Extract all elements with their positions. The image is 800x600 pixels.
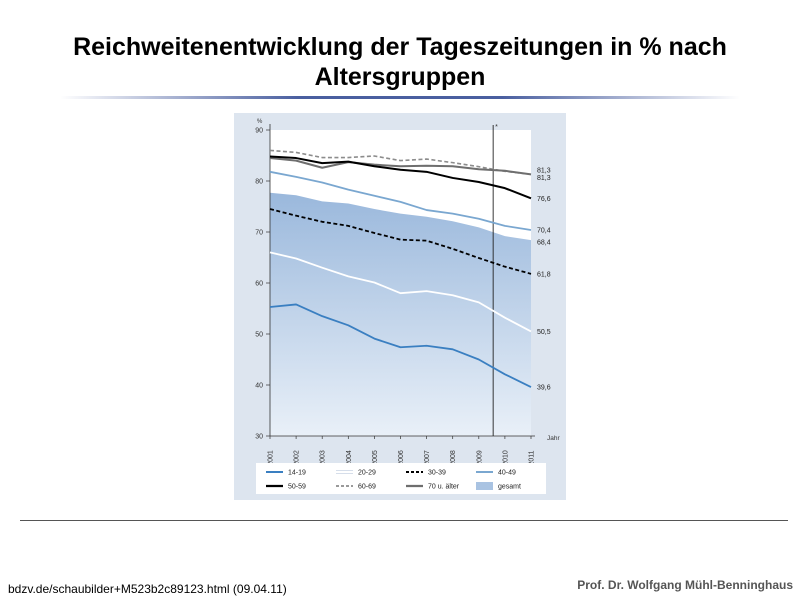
x-tick-label: 2003 <box>320 450 327 466</box>
legend-box <box>256 463 546 494</box>
source-citation: bdzv.de/schaubilder+M523b2c89123.html (0… <box>8 582 287 596</box>
end-value-label: 39,6 <box>537 385 551 392</box>
legend-label: 40-49 <box>498 470 516 477</box>
author-credit: Prof. Dr. Wolfgang Mühl-Benninghaus <box>577 578 793 592</box>
x-tick-label: 2010 <box>502 450 509 466</box>
x-tick-label: 2005 <box>372 450 379 466</box>
series-line-30-39 <box>269 208 532 275</box>
series-area-gesamt <box>270 192 531 436</box>
x-tick-label: 2011 <box>529 450 536 465</box>
series-line-20-29 <box>269 251 532 333</box>
slide-title: Reichweitenentwicklung der Tageszeitunge… <box>0 32 800 92</box>
y-tick-label: 70 <box>255 230 263 237</box>
series-line-40-49 <box>269 170 532 231</box>
y-tick-label: 30 <box>255 434 263 441</box>
x-tick-label: 2007 <box>424 450 431 466</box>
end-value-label: 50,5 <box>537 329 551 336</box>
x-tick-label: 2002 <box>294 450 301 466</box>
x-tick-label: 2001 <box>268 450 275 466</box>
x-tick-label: 2006 <box>398 450 405 466</box>
y-tick-label: 50 <box>255 332 263 339</box>
x-tick-label: 2008 <box>450 450 457 466</box>
end-value-label: 68,4 <box>537 240 551 247</box>
y-axis-label: % <box>257 119 263 125</box>
reach-chart: 30 40 50 60 70 80 90% 2001 2002 2003 2004 2005 2006 2… <box>255 119 560 494</box>
legend-swatch-gesamt <box>476 482 493 490</box>
chart-panel: 30 40 50 60 70 80 90% 2001 2002 2003 2004 2005 2006 2… <box>234 113 566 500</box>
y-tick-label: 90 <box>255 128 263 135</box>
end-value-label: 76,6 <box>537 196 551 203</box>
slide-title-line-2: Altersgruppen <box>314 63 486 91</box>
title-underline <box>60 96 740 99</box>
end-value-label: 81,3 <box>537 175 551 182</box>
series-line-70-u-lter <box>269 157 532 176</box>
end-value-label: 61,8 <box>537 271 551 278</box>
x-tick-label: 2009 <box>476 450 483 466</box>
y-tick-label: 40 <box>255 383 263 390</box>
y-tick-label: 80 <box>255 179 263 186</box>
legend-label: 20-29 <box>358 470 376 477</box>
y-tick-label: 60 <box>255 281 263 288</box>
legend-label: 14-19 <box>288 470 306 477</box>
legend-label: 70 u. älter <box>428 484 460 491</box>
legend-label: gesamt <box>498 484 521 491</box>
x-tick-label: 2004 <box>346 450 353 466</box>
footer-divider <box>20 520 788 521</box>
end-value-label: 70,4 <box>537 227 551 234</box>
series-line-14-19 <box>269 303 532 388</box>
marker-label: * <box>495 124 498 131</box>
series-line-60-69 <box>269 149 532 176</box>
legend-label: 50-59 <box>288 484 306 491</box>
series-line-50-59 <box>269 155 532 200</box>
legend-label: 30-39 <box>428 470 446 477</box>
end-value-label: 81,3 <box>537 167 551 174</box>
legend-label: 60-69 <box>358 484 376 491</box>
x-axis-label: Jahr <box>547 435 560 442</box>
slide-title-line-1: Reichweitenentwicklung der Tageszeitunge… <box>73 33 727 61</box>
